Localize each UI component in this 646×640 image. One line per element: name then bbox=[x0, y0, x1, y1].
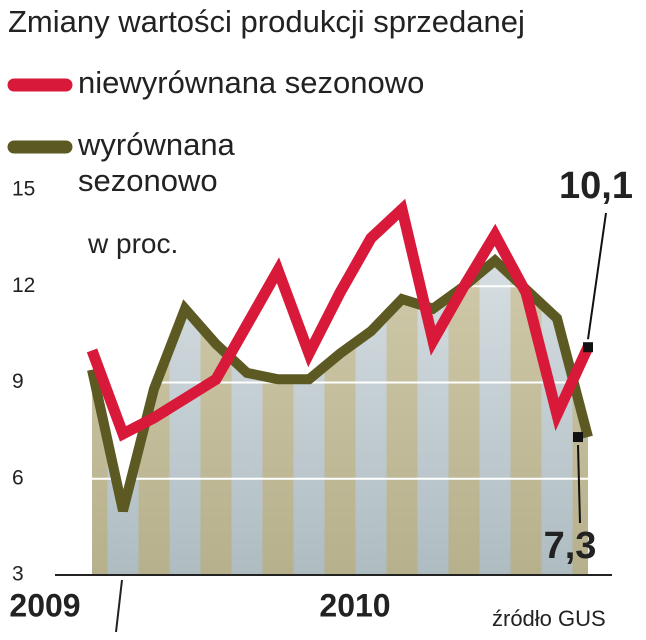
stripe bbox=[355, 260, 387, 575]
legend bbox=[7, 78, 73, 154]
stripe bbox=[262, 260, 294, 575]
series-line bbox=[87, 253, 593, 513]
leader-line bbox=[577, 445, 581, 524]
y-tick-label: 12 bbox=[12, 274, 35, 297]
x-tick-label: 2009 bbox=[9, 587, 80, 623]
legend-label: wyrównana sezonowo bbox=[78, 127, 235, 198]
stripe bbox=[169, 260, 201, 575]
subtitle: w proc. bbox=[88, 228, 179, 259]
stripe bbox=[479, 260, 511, 575]
series-line bbox=[86, 198, 593, 442]
y-tick-label: 3 bbox=[12, 563, 24, 586]
x-tick-label: 2010 bbox=[319, 587, 390, 623]
point-marker bbox=[573, 432, 583, 443]
year-tick bbox=[115, 579, 123, 633]
legend-label: niewyrównana sezonowo bbox=[78, 65, 425, 100]
stripe bbox=[510, 260, 542, 575]
point-marker bbox=[583, 342, 593, 353]
stripe bbox=[417, 260, 449, 575]
value-label: 7,3 bbox=[544, 525, 597, 567]
chart-title: Zmiany wartości produkcji sprzedanej bbox=[8, 4, 525, 39]
y-tick-label: 15 bbox=[12, 178, 35, 201]
stripe bbox=[604, 150, 635, 575]
y-tick-label: 9 bbox=[12, 370, 24, 393]
value-label: 10,1 bbox=[559, 165, 633, 207]
source: źródło GUS bbox=[492, 606, 606, 631]
y-tick-label: 6 bbox=[12, 466, 24, 489]
leader-line bbox=[587, 212, 607, 340]
stripe bbox=[448, 260, 480, 575]
